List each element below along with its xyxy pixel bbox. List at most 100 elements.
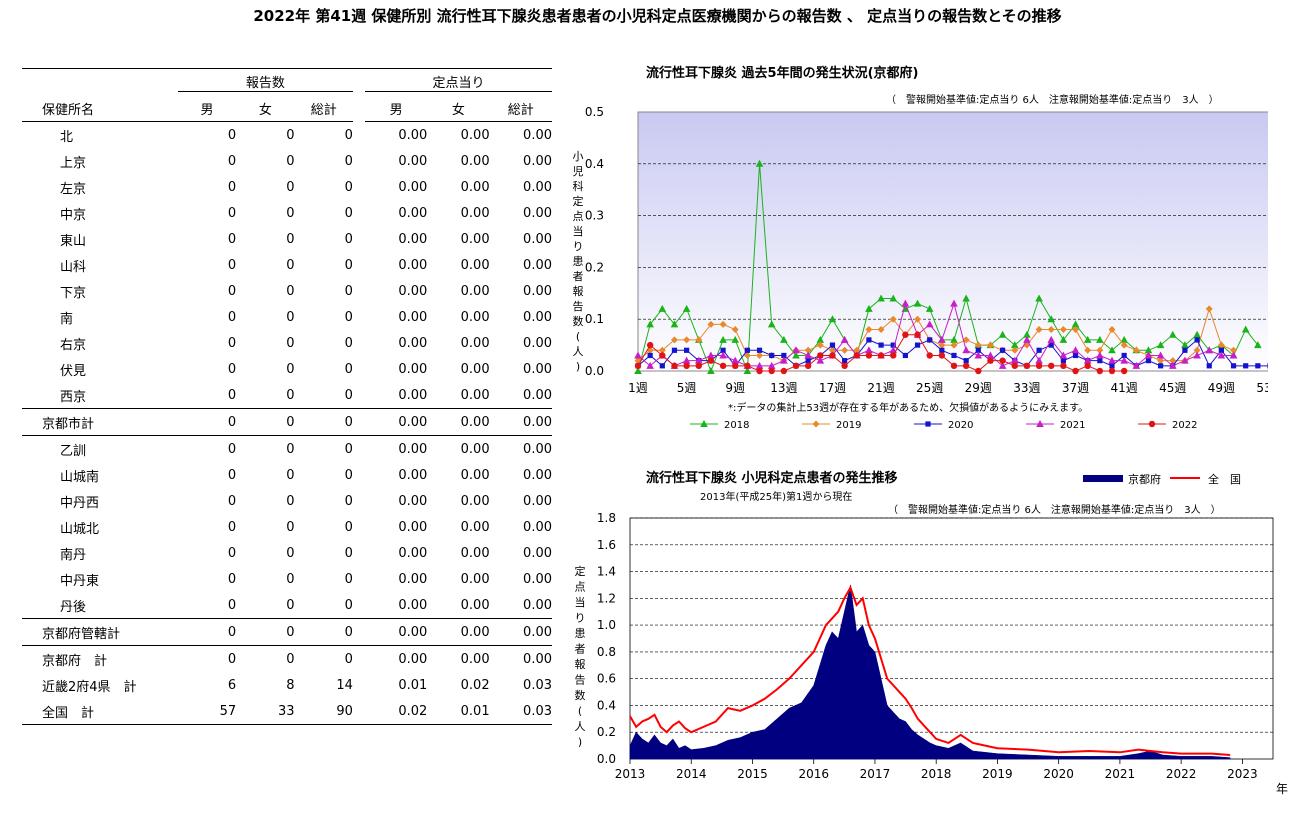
- table-row: 下京 0 0 0 0.00 0.00 0.00: [22, 278, 552, 304]
- cell-value: 0.00: [460, 545, 490, 561]
- data-point: [974, 351, 983, 359]
- data-point: [659, 363, 665, 369]
- data-point: [1084, 346, 1092, 354]
- y-tick-label: 0.2: [585, 260, 604, 274]
- cell-value: 0.00: [398, 545, 428, 561]
- svg-text:り: り: [573, 240, 584, 253]
- data-point: [865, 352, 873, 359]
- row-name: 左京: [60, 181, 87, 197]
- data-point: [902, 331, 909, 338]
- data-point: [842, 358, 848, 364]
- svg-text:者: 者: [573, 270, 584, 283]
- data-point: [866, 337, 872, 343]
- cell-value: 0.03: [489, 698, 552, 725]
- data-point: [927, 337, 933, 343]
- data-point: [889, 315, 897, 323]
- data-point: [1036, 347, 1042, 353]
- svg-text:者: 者: [575, 643, 586, 656]
- cell-value: 0.00: [398, 571, 428, 587]
- data-point: [1156, 341, 1165, 349]
- cell-value: 0: [227, 597, 237, 613]
- col-header-total: 総計: [294, 95, 353, 122]
- svg-text:点: 点: [573, 210, 584, 223]
- cell-value: 0: [227, 387, 237, 403]
- row-name: 中京: [60, 207, 87, 223]
- x-tick-label: 2020: [1043, 767, 1074, 781]
- x-tick-label: 41週: [1111, 381, 1138, 395]
- row-name: 京都市計: [22, 408, 178, 436]
- x-tick-label: 33週: [1013, 381, 1040, 395]
- svg-text:定: 定: [575, 564, 586, 578]
- data-point: [720, 347, 726, 353]
- trend-chart: 流行性耳下腺炎 小児科定点患者の発生推移 2013年(平成25年)第1週から現在…: [575, 470, 1289, 796]
- data-point: [1097, 358, 1103, 364]
- data-point: [865, 304, 873, 312]
- cell-value: 0.00: [398, 283, 428, 299]
- data-point: [1048, 362, 1055, 370]
- data-point: [877, 326, 885, 334]
- cell-value: 0: [286, 387, 295, 403]
- table-row: 山城南 0 0 0 0.00 0.00 0.00: [22, 462, 552, 488]
- cell-value: 0.00: [460, 361, 490, 377]
- data-point: [780, 367, 788, 375]
- data-point: [1108, 356, 1116, 364]
- y-tick-label: 0.0: [597, 752, 616, 766]
- series-line: [637, 163, 1259, 373]
- cell-value: 0: [227, 127, 237, 143]
- cell-value: 0: [236, 618, 295, 646]
- data-point: [962, 294, 970, 302]
- x-tick-label: 1週: [628, 381, 648, 395]
- row-name: 近畿2府4県 計: [42, 679, 137, 695]
- cell-value: 0.00: [364, 408, 428, 436]
- x-tick-label: 2015: [737, 767, 768, 781]
- svg-text:報: 報: [573, 285, 584, 298]
- cell-value: 0.00: [398, 361, 428, 377]
- cell-value: 0.00: [427, 408, 490, 436]
- cell-value: 0.00: [460, 205, 490, 221]
- data-point: [1120, 367, 1128, 375]
- data-point: [1096, 351, 1104, 359]
- data-point: [671, 362, 678, 370]
- data-point: [670, 336, 678, 344]
- data-point: [1096, 367, 1104, 375]
- table-column-header-row: 保健所名 男 女 総計 男 女 総計: [22, 95, 552, 122]
- page-title: 2022年 第41週 保健所別 流行性耳下腺炎患者患者の小児科定点医療機関からの…: [253, 7, 1062, 25]
- data-point: [1158, 363, 1164, 369]
- table-row: 山科 0 0 0 0.00 0.00 0.00: [22, 252, 552, 278]
- cell-value: 0: [227, 231, 237, 247]
- data-point: [962, 336, 970, 344]
- data-point: [683, 362, 690, 370]
- data-point: [683, 336, 691, 344]
- cell-value: 0: [177, 618, 237, 646]
- data-point: [1096, 335, 1104, 343]
- data-point: [792, 362, 800, 370]
- svg-text:り: り: [575, 612, 586, 625]
- cell-value: 0.00: [489, 618, 552, 646]
- x-tick-label: 2022: [1166, 767, 1197, 781]
- data-point: [1205, 346, 1214, 354]
- y-tick-label: 1.4: [597, 565, 616, 579]
- cell-value: 0: [344, 153, 353, 169]
- data-point: [1072, 352, 1079, 359]
- data-point: [792, 351, 800, 359]
- data-point: [719, 351, 727, 359]
- cell-value: 0: [344, 597, 353, 613]
- cell-value: 0.00: [523, 335, 552, 351]
- cell-value: 90: [294, 698, 353, 725]
- cell-value: 0.00: [398, 493, 428, 509]
- data-point: [1023, 335, 1031, 343]
- cell-value: 0: [286, 257, 295, 273]
- cell-value: 0: [344, 361, 353, 377]
- data-point: [707, 367, 715, 374]
- cell-value: 0: [286, 205, 295, 221]
- data-point: [1048, 342, 1054, 348]
- row-name: 山科: [60, 259, 87, 275]
- svg-text:告: 告: [575, 674, 586, 687]
- cell-value: 0: [227, 519, 237, 535]
- cell-value: 0.00: [523, 179, 552, 195]
- table-row: 東山 0 0 0 0.00 0.00 0.00: [22, 226, 552, 252]
- data-point: [1011, 362, 1018, 370]
- col-header-female-rate: 女: [427, 95, 490, 122]
- row-name: 丹後: [60, 599, 87, 615]
- y-tick-label: 0.8: [597, 645, 616, 659]
